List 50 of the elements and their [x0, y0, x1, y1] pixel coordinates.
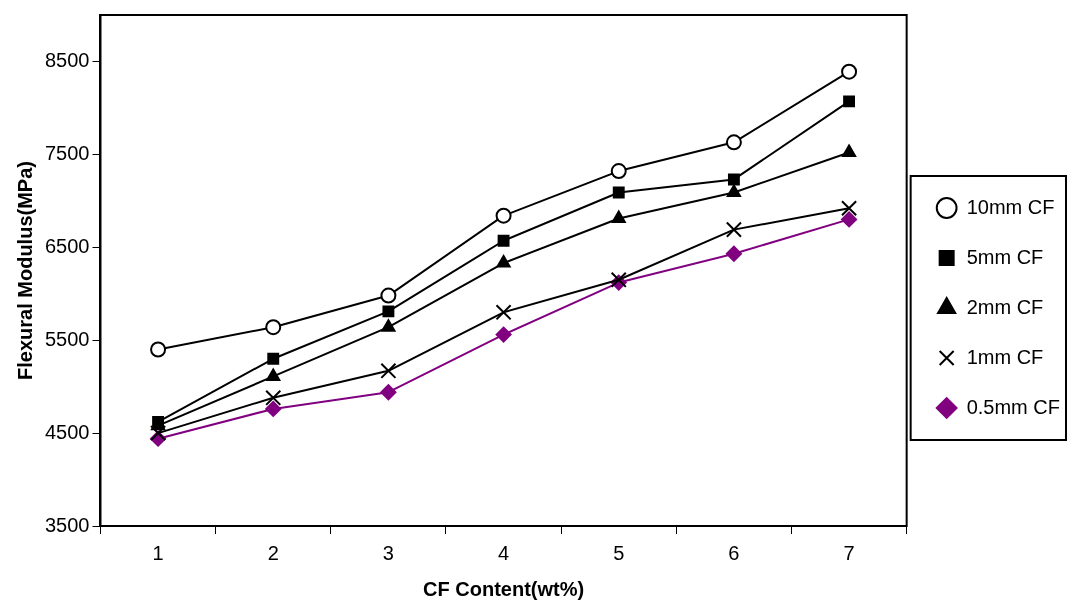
point [726, 184, 741, 197]
y-axis-title: Flexural Modulus(MPa) [13, 161, 36, 380]
point [495, 326, 512, 343]
point [843, 95, 856, 108]
point [725, 221, 742, 238]
point [841, 211, 858, 228]
point [267, 352, 280, 365]
x-tick-label: 2 [267, 541, 279, 564]
point [610, 163, 627, 180]
y-tick-label: 6500 [44, 234, 90, 257]
point [150, 341, 167, 358]
point [497, 234, 510, 247]
x-tick-label: 1 [152, 541, 164, 564]
point [495, 207, 512, 224]
point [725, 245, 742, 262]
x-tick-label: 6 [728, 541, 740, 564]
point [611, 210, 626, 223]
point [265, 319, 282, 336]
point [727, 173, 740, 186]
point [380, 384, 397, 401]
legend-label: 5mm CF [966, 245, 1044, 268]
legend-label: 10mm CF [966, 195, 1055, 218]
point [380, 287, 397, 304]
point [842, 144, 857, 158]
x-tick-label: 5 [613, 541, 625, 564]
x-tick-label: 4 [498, 541, 510, 564]
y-tick-label: 5500 [44, 327, 90, 350]
x-tick-label: 3 [382, 541, 394, 564]
point [265, 400, 282, 417]
y-tick-label: 7500 [44, 141, 90, 164]
point [150, 425, 167, 442]
y-tick-label: 4500 [44, 420, 90, 443]
legend-label: 1mm CF [966, 345, 1044, 368]
point [612, 186, 625, 199]
point [382, 305, 395, 318]
point [495, 304, 512, 321]
point [841, 63, 858, 80]
point [841, 200, 858, 217]
x-tick-label: 7 [843, 541, 855, 564]
point [380, 362, 397, 379]
point [725, 134, 742, 151]
point [381, 319, 396, 332]
point [496, 255, 511, 268]
point [266, 368, 281, 381]
point [265, 389, 282, 406]
legend-label: 2mm CF [966, 295, 1044, 318]
x-axis-title: CF Content(wt%) [423, 577, 585, 600]
y-tick-label: 3500 [44, 513, 90, 536]
y-tick-label: 8500 [44, 48, 90, 71]
legend-label: 0.5mm CF [966, 395, 1060, 418]
